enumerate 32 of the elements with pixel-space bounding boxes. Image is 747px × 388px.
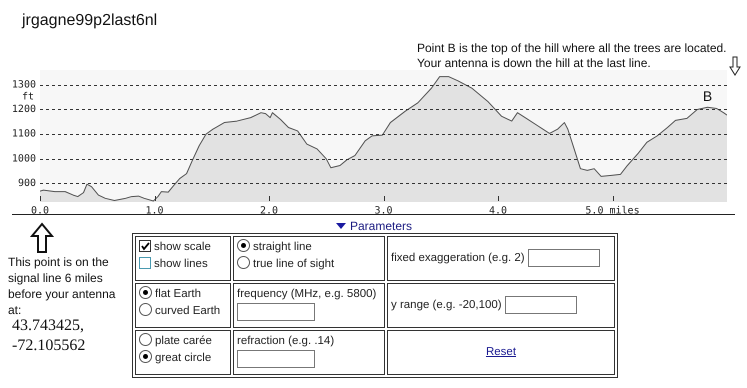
text: true line of sight bbox=[253, 258, 334, 270]
text: y range (e.g. -20,100) bbox=[391, 300, 502, 312]
y-tick-label: 900 bbox=[18, 178, 36, 190]
x-tick-label: 3.0 bbox=[374, 206, 393, 217]
y-axis-title: ft bbox=[22, 92, 34, 103]
text: frequency (MHz, e.g. 5800) bbox=[237, 288, 376, 300]
y-tick-label: 1300 bbox=[12, 79, 36, 90]
annotation: B bbox=[702, 88, 712, 104]
text: This point is on the signal line 6 miles before your antenna at: bbox=[8, 255, 116, 317]
y-tick-label: 1000 bbox=[12, 153, 36, 164]
text: plate carée bbox=[155, 335, 212, 347]
text: show scale bbox=[154, 241, 211, 253]
text: Point B is the top of the hill where all the trees are located. Your antenna is down the hill at the last line. bbox=[417, 41, 727, 70]
x-tick-label: 0.0 bbox=[30, 206, 50, 217]
x-tick-label: 2.0 bbox=[260, 206, 278, 217]
text: show lines bbox=[154, 258, 208, 270]
x-tick-label: 5.0 miles bbox=[585, 206, 640, 217]
text: -72.105562 bbox=[12, 337, 86, 354]
text: flat Earth bbox=[155, 288, 202, 300]
chart-title: jrgagne99p2last6nl bbox=[22, 12, 158, 30]
y-tick-label: 1100 bbox=[12, 128, 36, 140]
text: curved Earth bbox=[155, 305, 220, 317]
text: great circle bbox=[155, 352, 212, 364]
x-tick-label: 4.0 bbox=[488, 206, 508, 217]
y-tick-label: 1200 bbox=[12, 104, 36, 116]
x-tick-label: 1.0 bbox=[145, 206, 164, 217]
text: Parameters bbox=[350, 219, 412, 233]
text: straight line bbox=[253, 241, 312, 253]
text: fixed exaggeration (e.g. 2) bbox=[391, 252, 525, 265]
text: Reset bbox=[486, 346, 516, 358]
text: 43.743425, bbox=[12, 317, 84, 334]
text: refraction (e.g. .14) bbox=[237, 335, 334, 347]
